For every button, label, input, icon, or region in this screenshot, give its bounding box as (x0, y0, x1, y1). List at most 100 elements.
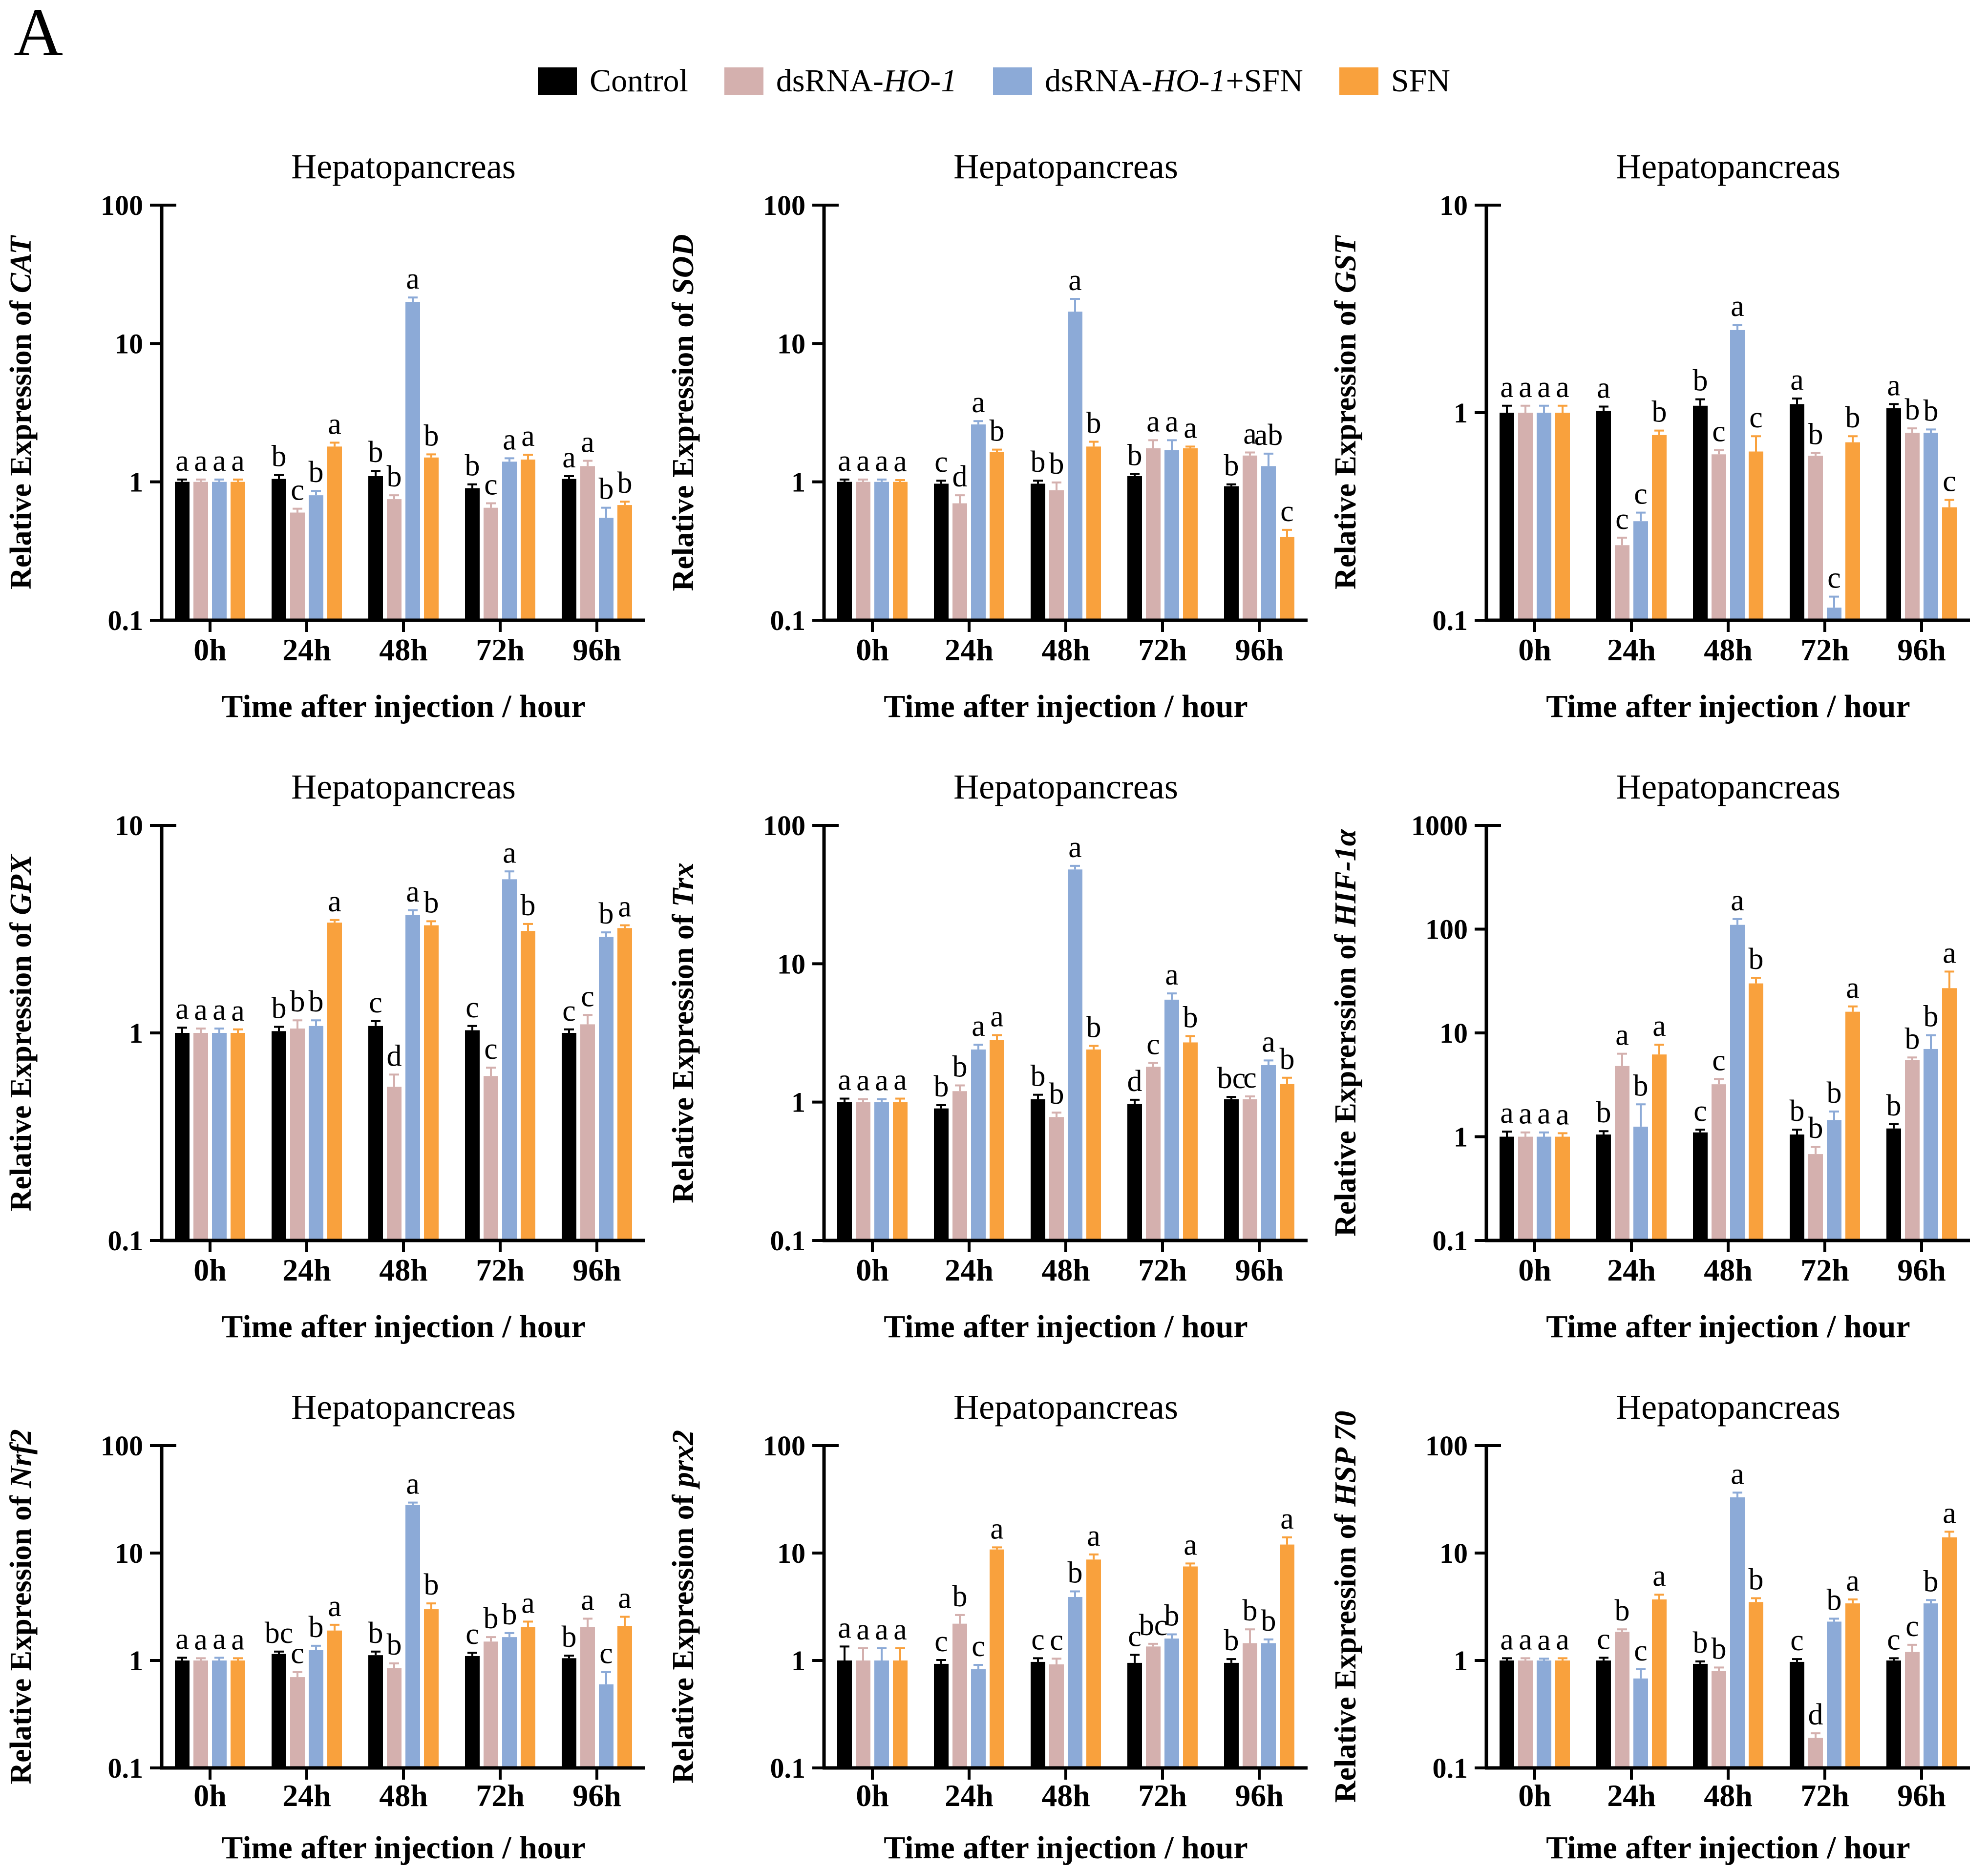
axes: 0.1 1 10 0h 24h 48h 72h 96h Time after injection… (108, 810, 645, 1345)
bar-SFN-96h (1942, 507, 1957, 620)
bar-dsRNA-HO-1+SFN-72h (1164, 999, 1179, 1240)
sig-letter: b (1224, 1624, 1239, 1657)
bar-dsRNA-HO-1-48h (1049, 1664, 1064, 1768)
sig-letter: a (1087, 1519, 1100, 1553)
bar-dsRNA-HO-1-96h (580, 1024, 595, 1240)
bar-Control-48h (1693, 405, 1708, 620)
sig-letter: c (1693, 1094, 1707, 1128)
bar-Control-72h (1790, 404, 1804, 620)
charts-grid: Hepatopancreas Relative Expression of CAT… (0, 127, 1988, 1868)
x-tick-label: 48h (379, 1778, 428, 1813)
x-tick-label: 24h (282, 632, 331, 667)
sig-letter: bc (1139, 1609, 1168, 1642)
bar-Control-24h (1596, 411, 1611, 620)
sig-letter: a (1068, 264, 1082, 297)
bar-dsRNA-HO-1+SFN-0h (874, 482, 889, 620)
sig-letter: b (1049, 447, 1064, 481)
bar-dsRNA-HO-1+SFN-96h (599, 1684, 613, 1768)
bar-dsRNA-HO-1-24h (1615, 545, 1629, 620)
sig-letter: a (1262, 1025, 1275, 1058)
y-tick-label: 100 (763, 189, 805, 221)
bar-SFN-48h (1086, 1559, 1101, 1768)
bar-SFN-48h (424, 925, 439, 1240)
bar-Control-72h (1127, 1104, 1142, 1240)
sig-letter: a (406, 262, 420, 295)
bar-dsRNA-HO-1-0h (193, 1660, 208, 1768)
sig-letter: c (1712, 1044, 1726, 1077)
bar-Control-48h (368, 1026, 383, 1240)
x-tick-label: 0h (1518, 1253, 1551, 1287)
y-tick-label: 0.1 (1433, 1752, 1468, 1784)
bar-dsRNA-HO-1-48h (1712, 1084, 1726, 1240)
bar-SFN-96h (1942, 1537, 1957, 1768)
x-tick-label: 48h (1704, 632, 1753, 667)
sig-letter: a (1597, 372, 1610, 405)
legend-label: dsRNA-HO-1+SFN (1045, 63, 1303, 99)
sig-letter: a (838, 444, 851, 478)
sig-letter: a (328, 407, 341, 441)
x-axis-title: Time after injection / hour (221, 689, 585, 724)
x-tick-label: 0h (1518, 1778, 1551, 1813)
bar-dsRNA-HO-1-48h (387, 1668, 402, 1768)
chart-svg-Trx: Hepatopancreas Relative Expression of Trx… (667, 767, 1308, 1345)
axes: 0.1 1 10 100 0h 24h 48h 72h 96h Time after inject… (763, 189, 1308, 724)
x-tick-label: 0h (856, 632, 889, 667)
chart-svg-prx2: Hepatopancreas Relative Expression of prx… (667, 1387, 1308, 1866)
y-tick-label: 0.1 (108, 605, 144, 636)
bar-SFN-24h (327, 446, 342, 620)
chart-CAT: Hepatopancreas Relative Expression of CAT… (0, 127, 663, 747)
bar-dsRNA-HO-1-72h (484, 1641, 498, 1768)
bar-dsRNA-HO-1-96h (1243, 1099, 1257, 1240)
x-tick-label: 24h (1607, 1253, 1656, 1287)
bar-dsRNA-HO-1+SFN-48h (405, 915, 420, 1240)
y-tick-label: 100 (763, 1430, 805, 1462)
y-axis-label: Relative Expression of Nrf2 (4, 1429, 38, 1784)
sig-letter: a (1846, 971, 1860, 1005)
chart-title: Hepatopancreas (1616, 147, 1840, 186)
x-tick-label: 24h (282, 1778, 331, 1813)
bar-dsRNA-HO-1+SFN-72h (1827, 1120, 1841, 1240)
bar-dsRNA-HO-1-72h (1146, 1067, 1161, 1240)
bar-dsRNA-HO-1+SFN-0h (1537, 1136, 1551, 1240)
sig-letter: a (1846, 1564, 1860, 1597)
bar-dsRNA-HO-1+SFN-24h (971, 1669, 986, 1768)
sig-letter: c (1634, 478, 1648, 511)
sig-letter: a (406, 1468, 420, 1501)
sig-letter: a (503, 423, 516, 456)
sig-letter: b (387, 1628, 402, 1661)
sig-letter: d (1127, 1065, 1142, 1098)
bar-dsRNA-HO-1+SFN-24h (309, 1650, 323, 1768)
bar-Control-48h (1031, 1661, 1045, 1768)
y-tick-label: 1 (129, 1017, 143, 1049)
x-tick-label: 48h (1704, 1253, 1753, 1287)
bar-SFN-0h (893, 1660, 908, 1768)
y-tick-label: 1 (1454, 397, 1468, 429)
x-tick-label: 96h (1897, 632, 1946, 667)
bar-Control-0h (837, 482, 852, 620)
sig-letter: b (1749, 943, 1764, 976)
sig-letter: b (1049, 1077, 1064, 1111)
sig-letter: a (1146, 405, 1160, 438)
bar-Control-24h (934, 1108, 949, 1240)
bar-dsRNA-HO-1+SFN-72h (1827, 1621, 1841, 1768)
x-tick-label: 48h (1041, 632, 1090, 667)
sig-letter: a (212, 993, 226, 1027)
x-axis-title: Time after injection / hour (884, 689, 1248, 724)
bar-SFN-96h (1280, 537, 1294, 620)
bar-dsRNA-HO-1-0h (856, 1102, 870, 1240)
sig-letter: a (1500, 1623, 1514, 1656)
bar-dsRNA-HO-1+SFN-24h (309, 1026, 323, 1240)
y-tick-label: 100 (1425, 1430, 1468, 1462)
y-tick-label: 1 (791, 1645, 805, 1677)
chart-svg-GST: Hepatopancreas Relative Expression of GST… (1329, 147, 1970, 724)
bar-dsRNA-HO-1+SFN-0h (1537, 1660, 1551, 1768)
sig-letter: a (231, 1623, 245, 1656)
bar-dsRNA-HO-1+SFN-96h (1924, 1603, 1938, 1768)
sig-letter: c (1243, 1061, 1257, 1094)
sig-letter: b (1633, 1069, 1649, 1102)
y-tick-label: 10 (1439, 1537, 1468, 1569)
bar-dsRNA-HO-1-96h (1905, 433, 1920, 620)
x-tick-label: 48h (379, 1253, 428, 1287)
sig-letter: c (1050, 1623, 1063, 1657)
legend: Control dsRNA-HO-1 dsRNA-HO-1+SFN SFN (0, 63, 1988, 100)
